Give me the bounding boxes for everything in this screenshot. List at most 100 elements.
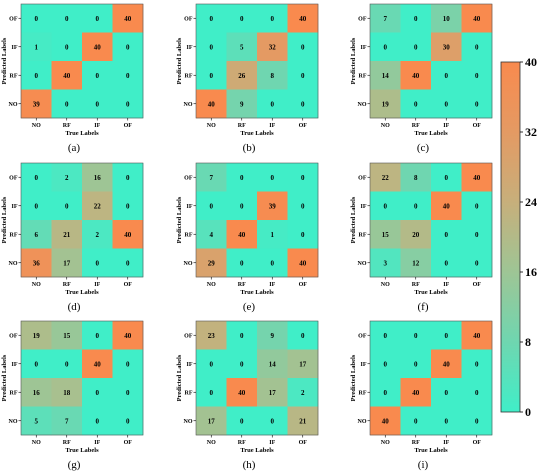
heatmap-cell — [112, 248, 144, 278]
y-tick-label: OF — [9, 16, 18, 22]
y-tick-label: RF — [359, 232, 367, 238]
y-axis-title: Predicted Labels — [176, 37, 183, 84]
heatmap-cell — [400, 406, 432, 436]
cell-value-label: 0 — [301, 202, 305, 210]
heatmap-cell — [257, 4, 288, 33]
cell-value-label: 0 — [475, 72, 479, 80]
heatmap-frame — [369, 162, 493, 278]
confusion-matrix-panel: 0 0 0 40 0 0 40 0 0 40 0 0 40 0 0 0 OF IF RF NO NO RF IF OF True… — [350, 320, 493, 471]
cell-value-label: 16 — [94, 174, 102, 182]
cell-value-label: 0 — [475, 43, 479, 51]
cell-value-label: 0 — [210, 15, 214, 23]
cell-value-label: 0 — [445, 332, 449, 340]
confusion-matrix-panel: 0 0 0 40 1 0 40 0 0 40 0 0 39 0 0 0 OF IF RF NO NO RF IF OF True… — [1, 3, 144, 154]
cell-value-label: 0 — [210, 43, 214, 51]
cell-value-label: 39 — [33, 100, 41, 108]
heatmap-cell — [400, 89, 432, 119]
colorbar-tick-label: 8 — [525, 335, 531, 349]
heatmap-cell — [112, 163, 144, 192]
cell-value-label: 0 — [96, 259, 100, 267]
cell-value-label: 0 — [414, 332, 418, 340]
y-axis-title: Predicted Labels — [1, 196, 8, 243]
cell-value-label: 21 — [63, 231, 71, 239]
heatmap-cell — [226, 406, 258, 436]
heatmap-cell — [370, 349, 401, 379]
cell-value-label: 18 — [63, 389, 71, 397]
cell-value-label: 0 — [240, 15, 244, 23]
cell-value-label: 0 — [301, 332, 305, 340]
confusion-matrix-panel: 0 2 16 0 0 0 22 0 6 21 2 40 36 17 0 0 OF IF RF NO NO RF IF OF Tr… — [1, 162, 144, 313]
heatmap-cell — [257, 378, 288, 407]
y-tick-label: OF — [9, 175, 18, 181]
x-tick-label: OF — [124, 440, 133, 446]
heatmap-cell — [112, 349, 144, 379]
heatmap-cell — [21, 378, 52, 407]
heatmap-cell — [461, 378, 493, 407]
heatmap-frame — [195, 320, 319, 436]
y-axis-title: Predicted Labels — [350, 196, 357, 243]
x-axis-title: True Labels — [240, 289, 274, 296]
cell-value-label: 0 — [35, 72, 39, 80]
heatmap-cell — [257, 349, 288, 379]
x-tick-label: RF — [412, 282, 420, 288]
y-tick-label: NO — [184, 261, 193, 267]
heatmap-cell — [82, 406, 113, 436]
cell-value-label: 23 — [208, 332, 216, 340]
y-tick-label: RF — [185, 232, 193, 238]
heatmap-cell — [461, 89, 493, 119]
x-tick-label: IF — [269, 440, 275, 446]
x-tick-label: RF — [63, 123, 71, 129]
heatmap-cell — [400, 349, 432, 379]
heatmap-cell — [431, 378, 462, 407]
cell-value-label: 21 — [299, 417, 307, 425]
cell-value-label: 0 — [35, 360, 39, 368]
y-tick-label: NO — [358, 261, 367, 267]
heatmap-cell — [431, 248, 462, 278]
cell-value-label: 0 — [445, 259, 449, 267]
heatmap-cell — [257, 220, 288, 249]
heatmap-cell — [370, 61, 401, 90]
cell-value-label: 40 — [299, 15, 307, 23]
cell-value-label: 0 — [126, 417, 130, 425]
x-axis-title: True Labels — [240, 447, 274, 454]
heatmap-cell — [461, 248, 493, 278]
heatmap-cell — [196, 349, 227, 379]
y-tick-label: RF — [10, 232, 18, 238]
y-tick-label: IF — [187, 362, 193, 368]
heatmap-cell — [21, 32, 52, 62]
x-tick-label: IF — [443, 282, 449, 288]
panel-caption: (g) — [68, 459, 81, 471]
cell-value-label: 19 — [33, 332, 41, 340]
cell-value-label: 36 — [33, 259, 41, 267]
cell-value-label: 17 — [208, 417, 216, 425]
cell-value-label: 0 — [301, 72, 305, 80]
cell-value-label: 40 — [382, 417, 390, 425]
y-tick-label: NO — [358, 102, 367, 108]
cell-value-label: 0 — [96, 100, 100, 108]
heatmap-cell — [370, 378, 401, 407]
heatmap-cell — [461, 4, 493, 33]
heatmap-cell — [287, 349, 319, 379]
cell-value-label: 0 — [240, 417, 244, 425]
heatmap-cell — [226, 61, 258, 90]
cell-value-label: 19 — [382, 100, 390, 108]
y-tick-label: OF — [358, 333, 367, 339]
cell-value-label: 0 — [65, 43, 69, 51]
x-tick-label: NO — [207, 123, 216, 129]
cell-value-label: 40 — [94, 360, 102, 368]
heatmap-cell — [431, 406, 462, 436]
cell-value-label: 2 — [301, 389, 305, 397]
cell-value-label: 0 — [414, 360, 418, 368]
x-tick-label: IF — [269, 282, 275, 288]
cell-value-label: 0 — [301, 43, 305, 51]
cell-value-label: 5 — [35, 417, 39, 425]
cell-value-label: 1 — [271, 231, 275, 239]
cell-value-label: 4 — [210, 231, 214, 239]
cell-value-label: 9 — [240, 100, 244, 108]
panel-caption: (c) — [417, 142, 430, 154]
heatmap-cell — [21, 321, 52, 350]
heatmap-cell — [226, 349, 258, 379]
y-tick-label: RF — [185, 390, 193, 396]
heatmap-cell — [82, 89, 113, 119]
